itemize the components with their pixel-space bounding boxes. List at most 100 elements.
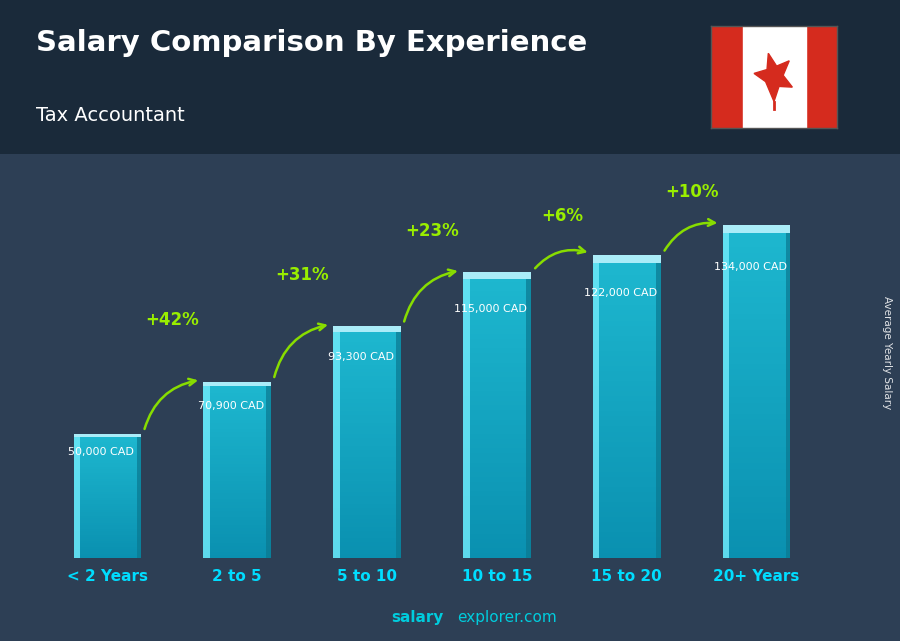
Bar [723,491,790,497]
Bar [74,436,141,438]
Bar [593,356,661,361]
Bar [464,501,531,505]
Bar [723,552,790,558]
Bar [464,315,531,320]
Bar [593,366,661,371]
Bar [723,503,790,508]
Bar [593,447,661,452]
Bar [333,369,400,372]
Bar [464,381,531,387]
Bar [333,365,400,369]
Bar [723,413,790,419]
Bar [333,550,400,554]
Bar [333,473,400,477]
Bar [74,463,141,465]
Bar [464,505,531,510]
Bar [464,477,531,481]
Bar [593,522,661,528]
Bar [593,260,661,265]
Bar [74,547,141,549]
Bar [333,361,400,365]
Bar [74,450,141,452]
Bar [593,457,661,462]
Bar [723,258,790,264]
Bar [464,272,531,279]
Bar [74,524,141,527]
Bar [203,429,271,431]
Bar [74,446,141,448]
Bar [723,524,790,530]
Bar [74,516,141,519]
Bar [723,369,790,375]
Bar [74,497,141,500]
Bar [723,436,790,441]
Bar [333,353,400,357]
Bar [333,399,400,403]
Bar [266,382,271,558]
Bar [723,225,729,558]
Bar [464,510,531,515]
Bar [723,275,790,281]
Bar [593,275,661,280]
Bar [203,399,271,403]
Bar [464,272,531,277]
Bar [723,453,790,458]
Bar [74,475,141,477]
Bar [203,414,271,417]
Text: 115,000 CAD: 115,000 CAD [454,304,526,313]
Bar [74,467,141,469]
Bar [593,421,661,426]
Bar [464,467,531,472]
Bar [593,396,661,401]
Bar [593,412,661,417]
Bar [74,551,141,554]
Bar [333,330,400,334]
Bar [74,490,141,492]
Bar [464,520,531,524]
Bar [74,433,141,437]
Bar [74,554,141,556]
Bar [74,522,141,524]
Bar [333,512,400,515]
Bar [656,255,661,558]
Bar [203,505,271,508]
Bar [723,419,790,425]
Bar [526,272,531,558]
Bar [723,547,790,552]
Bar [723,303,790,308]
Bar [593,417,661,421]
Bar [203,426,271,429]
Bar [723,314,790,319]
Bar [74,533,141,535]
Bar [593,341,661,345]
Bar [74,448,141,450]
Text: 70,900 CAD: 70,900 CAD [198,401,264,411]
Bar [203,390,271,394]
Bar [723,331,790,336]
Bar [203,513,271,517]
Bar [464,296,531,301]
Bar [593,315,661,320]
Bar [203,481,271,485]
Text: +10%: +10% [665,183,718,201]
Bar [464,272,470,558]
Bar [464,429,531,434]
Bar [464,491,531,496]
Bar [203,528,271,531]
Bar [723,342,790,347]
Bar [74,519,141,520]
Bar [464,377,531,381]
Bar [464,396,531,401]
Bar [203,496,271,499]
Bar [203,540,271,543]
Bar [593,381,661,386]
Text: 134,000 CAD: 134,000 CAD [714,262,787,272]
Bar [203,511,271,513]
Bar [74,469,141,471]
Bar [203,420,271,423]
Bar [723,308,790,314]
Bar [464,339,531,344]
Bar [593,477,661,482]
Bar [203,437,271,440]
Bar [593,528,661,533]
